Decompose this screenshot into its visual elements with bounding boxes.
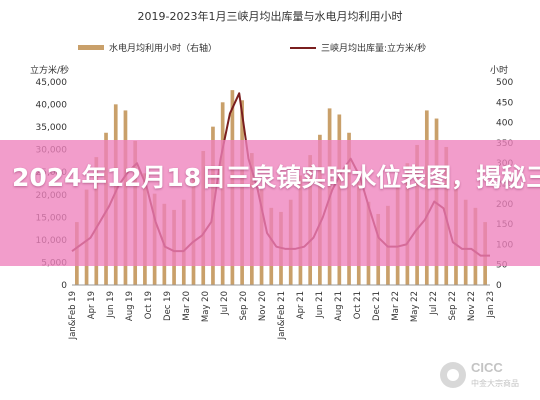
- legend-bar-label: 水电月均利用小时（右轴）: [109, 42, 217, 54]
- y-right-tick-label: 400: [496, 119, 513, 129]
- y-left-tick-label: 0: [61, 281, 67, 291]
- x-tick-label: Jun 19: [106, 291, 116, 319]
- banner-text: 2024年12月18日三泉镇实时水位表图，揭秘三泉镇水位变迁，20: [12, 163, 540, 192]
- x-tick-label: Sep 22: [448, 291, 458, 321]
- y-left-tick-label: 40,000: [36, 101, 68, 111]
- y-left-tick-label: 45,000: [36, 78, 68, 88]
- x-tick-label: Jan&Feb 19: [68, 291, 78, 340]
- y-left-unit-label: 立方米/秒: [30, 64, 69, 76]
- x-tick-label: Oct 21: [353, 291, 363, 319]
- x-tick-label: Jul 20: [220, 291, 230, 316]
- cicc-logo: CICC 中金大宗商品: [440, 358, 536, 394]
- chart-title: 2019-2023年1月三峡月均出库量与水电月均利用小时: [138, 9, 403, 23]
- logo-main-text: CICC: [471, 360, 503, 375]
- logo-mark-icon: [440, 362, 466, 388]
- x-tick-label: Dec 21: [372, 291, 382, 321]
- x-tick-label: Jan&Feb 21: [277, 291, 287, 340]
- x-tick-label: Mar 20: [182, 291, 192, 321]
- x-tick-label: Sep 20: [239, 291, 249, 321]
- x-tick-label: May 22: [410, 291, 420, 322]
- logo-sub-text: 中金大宗商品: [471, 379, 519, 388]
- legend-bar-swatch: [78, 45, 104, 50]
- x-tick-label: Nov 20: [258, 291, 268, 321]
- y-left-tick-label: 35,000: [36, 123, 68, 133]
- legend-line-label: 三峡月均出库量:立方米/秒: [321, 42, 426, 54]
- x-tick-label: Aug 21: [334, 291, 344, 321]
- x-tick-label: Oct 19: [144, 291, 154, 319]
- x-tick-label: May 20: [201, 291, 211, 322]
- x-tick-label: Jan 23: [486, 291, 496, 319]
- x-tick-label: Mar 22: [391, 291, 401, 321]
- x-tick-label: Dec 19: [163, 291, 173, 321]
- x-tick-label: Aug 19: [125, 291, 135, 321]
- x-tick-label: Apr 21: [296, 291, 306, 319]
- x-tick-label: Jun 21: [315, 291, 325, 319]
- y-right-unit-label: 小时: [490, 64, 508, 76]
- y-right-tick-label: 0: [496, 281, 502, 291]
- y-right-tick-label: 450: [496, 98, 513, 108]
- x-tick-label: Jul 22: [429, 291, 439, 316]
- title-banner: 2024年12月18日三泉镇实时水位表图，揭秘三泉镇水位变迁，20: [0, 140, 540, 266]
- x-tick-label: Nov 22: [467, 291, 477, 321]
- x-tick-label: Apr 19: [87, 291, 97, 319]
- y-right-tick-label: 500: [496, 78, 513, 88]
